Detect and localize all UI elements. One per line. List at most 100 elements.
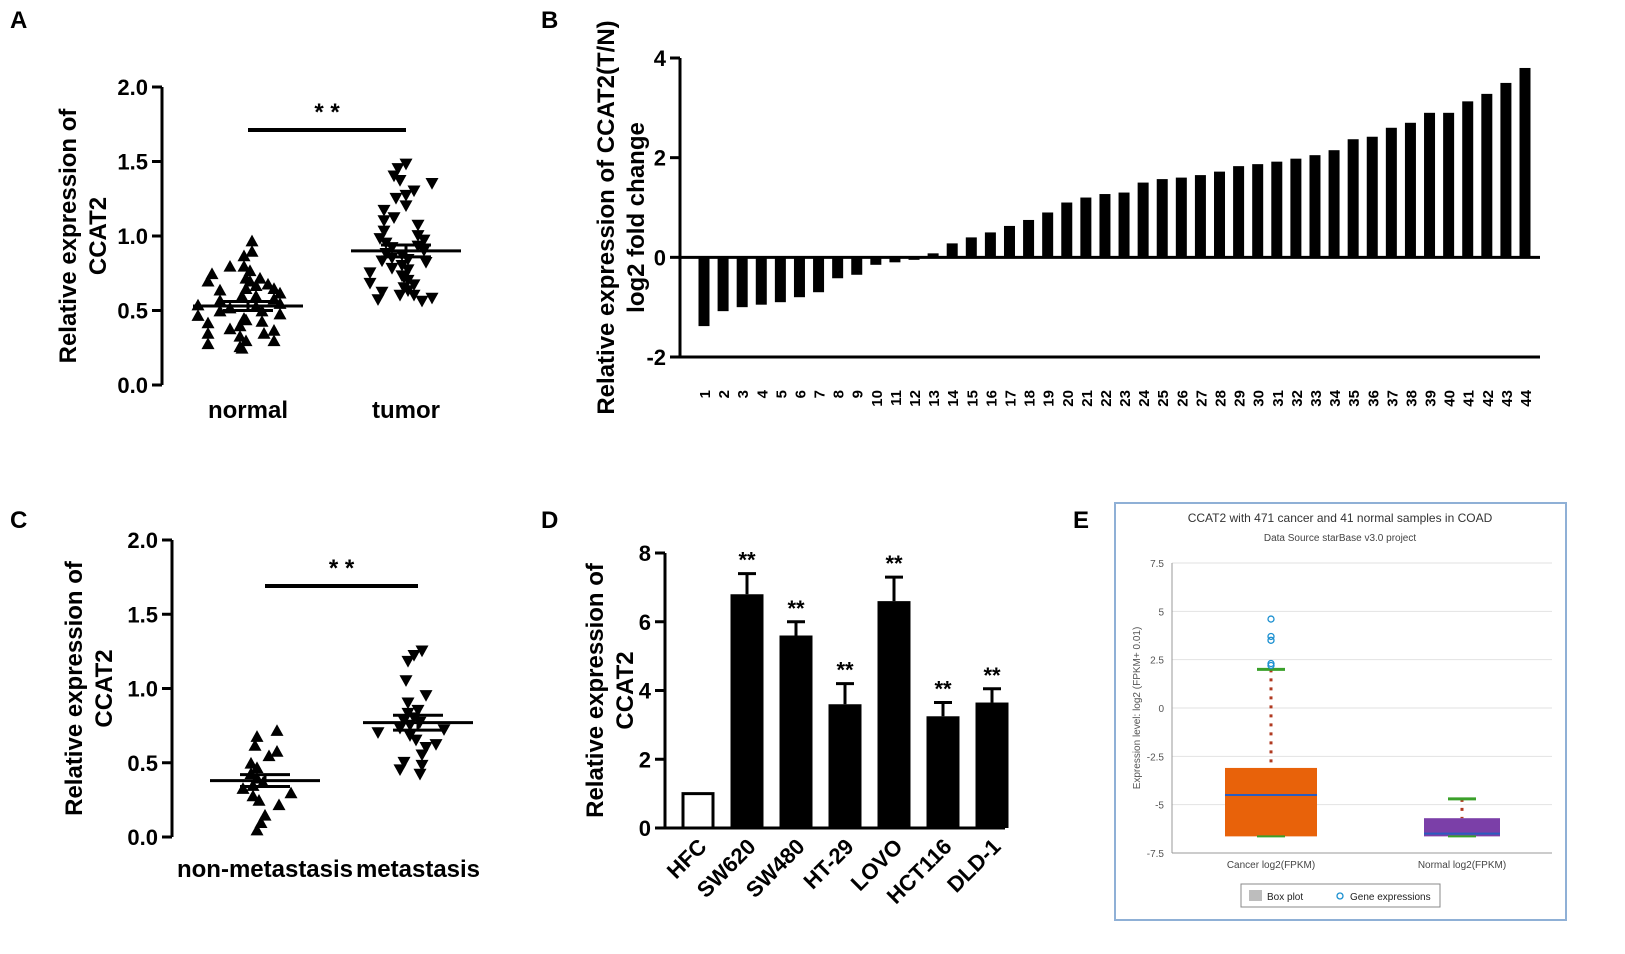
panel-b-bar bbox=[1347, 139, 1359, 258]
panel-b-x-tick-label: 18 bbox=[1022, 390, 1039, 407]
panel-a-y-tick-label: 2.0 bbox=[117, 75, 148, 100]
panel-b-bar bbox=[755, 257, 767, 305]
panel-c-point bbox=[371, 727, 385, 739]
panel-a-point bbox=[401, 274, 415, 287]
panel-d-annotation: ** bbox=[738, 548, 756, 573]
panel-a-point bbox=[239, 282, 253, 294]
panel-c-point bbox=[415, 645, 429, 658]
panel-a-point bbox=[273, 307, 287, 320]
panel-c-y-tick-label: 0.0 bbox=[127, 825, 158, 850]
panel-b-x-tick-label: 40 bbox=[1442, 390, 1459, 407]
panel-a-y-label: CCAT2 bbox=[85, 197, 112, 275]
panel-a-point bbox=[213, 304, 227, 317]
panel-a-y-tick-label: 0.5 bbox=[117, 299, 148, 324]
panel-b-x-tick-label: 37 bbox=[1384, 390, 1401, 407]
panel-a-point bbox=[223, 322, 237, 335]
panel-b-x-tick-label: 25 bbox=[1155, 390, 1172, 407]
panel-d-x-label: HT-29 bbox=[798, 834, 858, 894]
panel-a-point bbox=[415, 295, 429, 308]
panel-a-significance: * * bbox=[314, 99, 340, 126]
panel-b-bar bbox=[984, 232, 996, 258]
panel-c-point bbox=[252, 794, 266, 806]
panel-e-outlier bbox=[1267, 632, 1275, 641]
panel-a-point bbox=[375, 286, 389, 299]
panel-b-bar bbox=[736, 257, 748, 308]
panel-c-point bbox=[272, 798, 286, 811]
panel-a-point bbox=[273, 286, 287, 299]
panel-label-C: C bbox=[10, 507, 27, 534]
panel-a-point bbox=[363, 277, 377, 290]
panel-a-point bbox=[389, 192, 403, 205]
panel-a-point bbox=[377, 204, 391, 217]
panel-b-x-tick-label: 2 bbox=[716, 390, 733, 398]
panel-e-box bbox=[1225, 767, 1317, 837]
panel-c-point bbox=[399, 675, 413, 687]
panel-b-bar bbox=[1424, 112, 1436, 258]
panel-d-bar bbox=[730, 594, 764, 828]
panel-b-bar bbox=[698, 257, 710, 327]
panel-b-x-tick-label: 39 bbox=[1423, 390, 1440, 407]
panel-b-x-tick-label: 15 bbox=[964, 390, 981, 407]
panel-a-point bbox=[257, 327, 271, 339]
panel-e-y-tick-label: -5 bbox=[1155, 801, 1164, 812]
panel-c-y-label: CCAT2 bbox=[91, 649, 118, 727]
panel-a-point bbox=[233, 319, 247, 332]
panel-a-point bbox=[235, 289, 249, 302]
panel-b-x-tick-label: 4 bbox=[754, 389, 771, 398]
panel-c-point bbox=[250, 823, 264, 836]
panel-e-outlier bbox=[1267, 636, 1275, 644]
panel-label-B: B bbox=[541, 7, 558, 34]
panel-d-y-tick-label: 2 bbox=[639, 747, 651, 772]
panel-c-point bbox=[403, 730, 417, 742]
panel-b-bar bbox=[793, 257, 805, 298]
panel-a-point bbox=[425, 178, 439, 190]
panel-b-x-tick-label: 42 bbox=[1480, 390, 1497, 407]
panel-b-x-tick-label: 12 bbox=[907, 390, 924, 407]
panel-b-bar bbox=[851, 257, 863, 275]
panel-a-x-label: normal bbox=[208, 397, 288, 424]
panel-b-bar bbox=[1233, 166, 1245, 258]
panel-b-x-tick-label: 13 bbox=[926, 390, 943, 407]
panel-c-point bbox=[419, 742, 433, 754]
panel-b-x-tick-label: 20 bbox=[1060, 390, 1077, 407]
panel-b-x-tick-label: 1 bbox=[697, 390, 714, 398]
panel-d-bar bbox=[828, 704, 862, 828]
panel-a-point bbox=[267, 324, 281, 336]
panel-b-x-tick-label: 9 bbox=[850, 390, 867, 398]
panel-c-point bbox=[415, 749, 429, 762]
panel-b-bar bbox=[946, 243, 958, 258]
panel-c-point bbox=[397, 756, 411, 769]
panel-d-annotation: ** bbox=[885, 551, 903, 576]
panel-d-y-label: Relative expression of bbox=[582, 562, 609, 818]
panel-e-y-tick-label: 5 bbox=[1158, 607, 1164, 618]
panel-b-y-label: Relative expression of CCAT2(T/N) bbox=[593, 20, 620, 414]
panel-e-frame bbox=[1114, 502, 1567, 921]
panel-d-bar bbox=[975, 702, 1009, 828]
panel-c-point bbox=[437, 724, 451, 736]
panel-b-bar bbox=[1023, 219, 1035, 258]
panel-a-point bbox=[363, 267, 377, 280]
panel-c-point bbox=[413, 768, 427, 781]
panel-b-x-tick-label: 22 bbox=[1098, 390, 1115, 407]
panel-b-x-tick-label: 41 bbox=[1461, 390, 1478, 407]
panel-a-point bbox=[249, 289, 263, 302]
panel-label-A: A bbox=[10, 7, 27, 34]
panel-a-point bbox=[387, 170, 401, 183]
panel-a-point bbox=[411, 230, 425, 242]
panel-a-point bbox=[201, 327, 215, 339]
panel-a: 0.0 0.5 1.0 1.5 2.0 Relative expression of CCA… bbox=[55, 75, 461, 424]
panel-a-point bbox=[191, 309, 205, 321]
panel-a-point bbox=[399, 158, 413, 171]
panel-d-annotation: ** bbox=[787, 596, 805, 621]
panel-b-x-tick-label: 31 bbox=[1270, 390, 1287, 407]
panel-a-point bbox=[407, 185, 421, 198]
panel-a-point bbox=[243, 264, 257, 277]
panel-b-bar bbox=[1500, 82, 1512, 258]
panel-c-point bbox=[419, 690, 433, 702]
panel-c-significance: * * bbox=[329, 555, 355, 582]
panel-a-point bbox=[411, 219, 425, 232]
panel-a-y-tick-label: 1.5 bbox=[117, 150, 148, 175]
panel-e-x-label: Normal log2(FPKM) bbox=[1418, 860, 1506, 871]
panel-b-bar bbox=[1481, 93, 1493, 258]
